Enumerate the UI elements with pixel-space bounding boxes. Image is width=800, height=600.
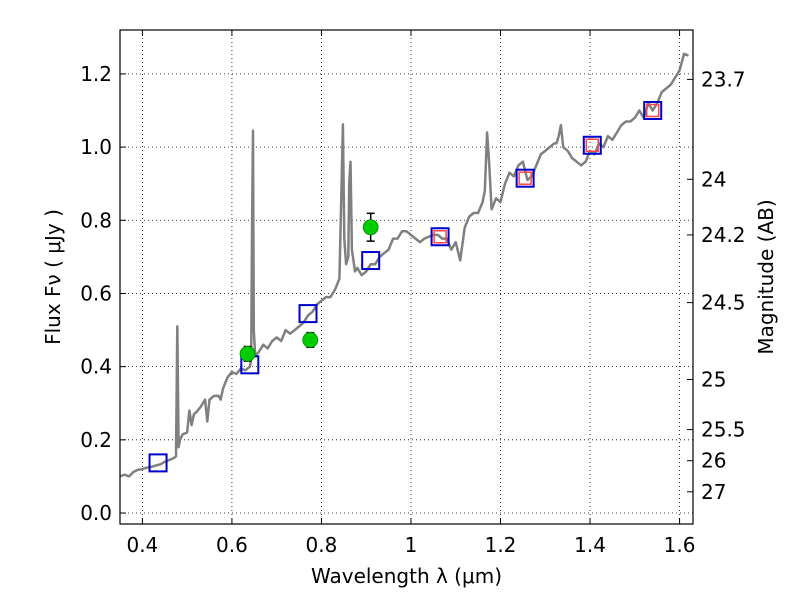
y-axis-label: Flux Fν ( μJy ) — [41, 209, 65, 345]
right-tick-label: 24.5 — [701, 291, 746, 315]
y-tick-label: 0.4 — [80, 355, 112, 379]
series-layer — [119, 52, 689, 478]
ticks: 0.4 0.6 0.8 1 1.2 1.4 1.6 0.0 0.2 0.4 0.6 0.8 1.0 1.2… — [80, 30, 746, 557]
right-tick-label: 23.7 — [701, 67, 746, 91]
y-tick-label: 0.8 — [80, 208, 112, 232]
observed-photometry-point — [362, 219, 379, 236]
x-axis-label: Wavelength λ (μm) — [311, 564, 502, 588]
right-tick-label: 26 — [701, 449, 726, 473]
model-photometry-point — [430, 227, 450, 247]
x-tick-label: 1 — [405, 533, 418, 557]
spectrum-line — [119, 52, 689, 478]
right-tick-label: 24.2 — [701, 223, 746, 247]
x-tick-label: 1.4 — [574, 533, 606, 557]
model-photometry-point-red — [585, 138, 600, 153]
model-photometry-point — [148, 453, 168, 473]
y-tick-label: 0.2 — [80, 428, 112, 452]
x-tick-label: 0.6 — [216, 533, 248, 557]
right-tick-label: 25.5 — [701, 418, 746, 442]
x-tick-label: 0.4 — [126, 533, 158, 557]
x-tick-label: 1.2 — [485, 533, 517, 557]
plot-frame — [119, 29, 694, 525]
y-tick-label: 1.0 — [80, 135, 112, 159]
model-photometry-point — [298, 304, 318, 324]
y-tick-label: 0.0 — [80, 501, 112, 525]
x-tick-label: 0.8 — [306, 533, 338, 557]
y-tick-label: 0.6 — [80, 281, 112, 305]
observed-photometry-point — [302, 332, 319, 348]
y-axis-label-right: Magnitude (AB) — [754, 199, 778, 354]
right-tick-label: 24 — [701, 167, 726, 191]
right-tick-label: 27 — [701, 480, 726, 504]
model-photometry-point — [515, 168, 535, 188]
model-photometry-point-red — [433, 229, 447, 244]
model-photometry-point-red — [645, 103, 660, 118]
right-tick-label: 25 — [701, 367, 726, 391]
model-photometry-point — [361, 251, 381, 271]
model-photometry-point — [582, 135, 602, 155]
model-photometry-point — [643, 101, 663, 121]
grid — [120, 30, 693, 524]
x-tick-label: 1.6 — [664, 533, 696, 557]
y-tick-label: 1.2 — [80, 62, 112, 86]
observed-photometry-point — [239, 345, 256, 362]
model-photometry-point-red — [518, 171, 532, 185]
